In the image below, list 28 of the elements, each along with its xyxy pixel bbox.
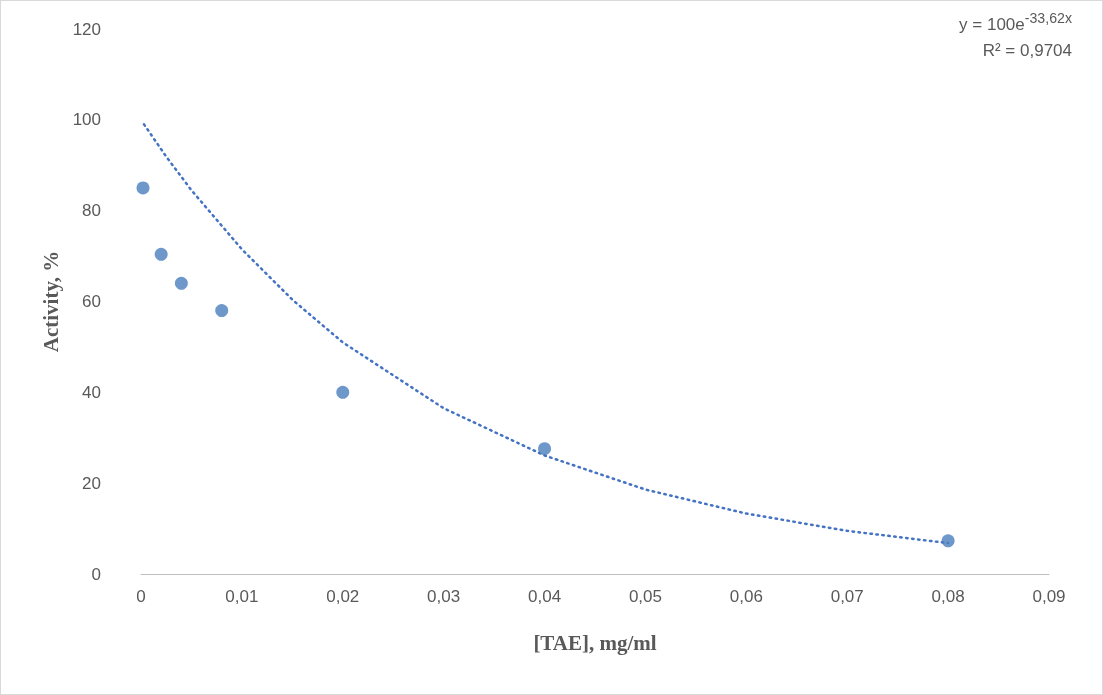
point (174, 276, 188, 290)
x-tick-label: 0,03 (427, 587, 461, 606)
point (215, 304, 229, 318)
point (154, 247, 168, 261)
x-tick-label: 0,08 (931, 587, 965, 606)
x-tick-label: 0 (136, 587, 146, 606)
y-tick-label: 60 (82, 292, 101, 311)
x-tick-label: 0,09 (1032, 587, 1066, 606)
y-tick-label: 40 (82, 382, 101, 402)
x-tick-label: 0,07 (830, 587, 864, 606)
x-tick-label: 0,05 (628, 587, 662, 606)
point (336, 385, 350, 399)
point (538, 442, 552, 456)
x-tick-label: 0,04 (528, 587, 562, 606)
x-tick-label: 0,02 (326, 587, 360, 606)
y-tick-label: 20 (82, 473, 101, 493)
annotation: R² = 0,9704 (981, 39, 1072, 62)
y-tick-label: 100 (72, 110, 101, 130)
y-tick-label: 80 (82, 201, 101, 221)
x-axis-title: [TAE], mg/ml (533, 630, 657, 655)
x-tick-label: 0,06 (729, 587, 763, 606)
y-tick-label: 120 (72, 19, 101, 39)
point (941, 534, 955, 548)
point (136, 181, 150, 195)
x-tick-label: 0,01 (225, 587, 259, 606)
annotation: y = 100e$^{-33,62x}$ (959, 9, 1072, 36)
y-axis-title: Activity, % (39, 250, 64, 353)
y-tick-label: 0 (91, 564, 101, 584)
